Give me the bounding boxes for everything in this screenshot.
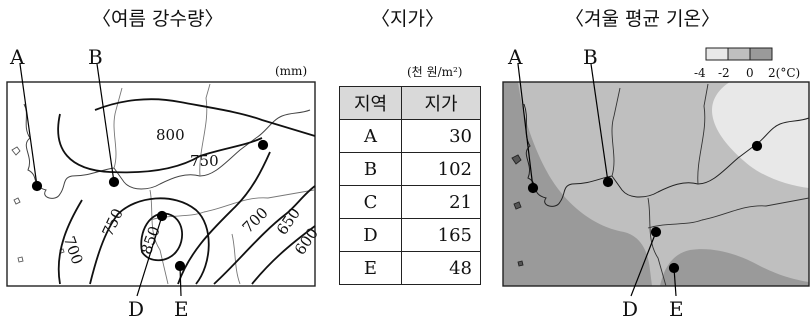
- rain-point-b: [108, 176, 120, 188]
- legend-swatch: [749, 47, 773, 61]
- temp-point-e: [668, 262, 680, 274]
- temp-zone-warm-west: [503, 82, 652, 286]
- isohyet-600: [251, 225, 316, 285]
- temp-zone-warm-south: [660, 249, 809, 286]
- temp-islands: [511, 154, 524, 267]
- price-cell: 21: [401, 185, 481, 219]
- temp-point-b: [602, 176, 614, 188]
- legend-tick-minus2: -2: [718, 66, 730, 80]
- isohyet-750-south: [89, 197, 210, 285]
- temp-leader-d: [630, 231, 657, 297]
- land-price-table: 지역 지가 A 30 B 102 C 21 D 165 E 48: [339, 86, 481, 285]
- isohyet-850: [140, 212, 183, 262]
- temp-point-d: [650, 226, 662, 238]
- isohyet-lines: [57, 98, 316, 285]
- rainfall-points: [19, 63, 269, 297]
- rainfall-map: 800 750 700 650 600 750 850 700: [6, 63, 322, 297]
- rain-point-d: [156, 210, 168, 222]
- table-row: C 21: [339, 185, 481, 219]
- table-row: B 102: [339, 152, 481, 186]
- rain-label-e: E: [174, 297, 189, 321]
- land-price-title: 〈지가〉: [371, 8, 444, 30]
- rainfall-unit: (mm): [275, 64, 308, 78]
- rain-point-c: [257, 139, 269, 151]
- table-row: E 48: [339, 251, 481, 285]
- rainfall-borders: [113, 83, 315, 285]
- rain-leader-b: [96, 63, 115, 183]
- legend-tick-0: 0: [746, 66, 754, 80]
- temp-point-c: [751, 140, 763, 152]
- winter-temp-title: 〈겨울 평균 기온〉: [565, 8, 720, 30]
- legend-tick-2: 2(°C): [768, 66, 801, 80]
- isohyet-800: [94, 98, 316, 137]
- temp-borders: [611, 83, 810, 287]
- temp-points: [517, 63, 763, 297]
- temp-leader-a: [517, 63, 534, 189]
- rainfall-islands: [11, 146, 65, 263]
- legend-swatch: [727, 47, 751, 61]
- region-cell: C: [339, 185, 402, 219]
- isohyet-700-east: [177, 151, 271, 285]
- isohyet-label-800: 800: [156, 126, 185, 144]
- temp-leader-b: [590, 63, 609, 183]
- rain-point-e: [174, 260, 186, 272]
- rain-leader-d: [136, 215, 163, 297]
- table-row: A 30: [339, 119, 481, 153]
- rain-label-b: B: [88, 45, 103, 69]
- price-cell: 30: [401, 119, 481, 153]
- column-header-region: 지역: [339, 86, 402, 120]
- rain-leader-a: [19, 63, 38, 187]
- temp-label-b: B: [583, 45, 598, 69]
- isohyet-label-750a: 750: [190, 152, 219, 170]
- rain-label-a: A: [10, 45, 25, 69]
- land-price-unit: (천 원/m²): [407, 65, 463, 79]
- temp-label-e: E: [669, 297, 684, 321]
- isohyet-700-west: [57, 199, 83, 285]
- temp-map-frame: [502, 81, 810, 287]
- temp-point-a: [527, 182, 539, 194]
- temp-label-d: D: [622, 297, 639, 321]
- rain-point-a: [31, 180, 43, 192]
- rain-label-d: D: [128, 297, 145, 321]
- temp-zone-cold: [712, 82, 809, 188]
- region-cell: B: [339, 152, 402, 186]
- region-cell: E: [339, 251, 402, 285]
- isohyet-750-north: [57, 113, 263, 174]
- legend-swatch: [705, 47, 729, 61]
- column-header-price: 지가: [401, 86, 481, 120]
- temp-legend: [705, 47, 773, 61]
- price-cell: 48: [401, 251, 481, 285]
- region-cell: A: [339, 119, 402, 153]
- region-cell: D: [339, 218, 402, 252]
- rainfall-map-title: 〈여름 강수량〉: [92, 8, 224, 30]
- land-price-header-row: 지역 지가: [339, 86, 481, 120]
- legend-tick-minus4: -4: [694, 66, 706, 80]
- temp-label-a: A: [508, 45, 523, 69]
- isohyet-650: [213, 185, 316, 285]
